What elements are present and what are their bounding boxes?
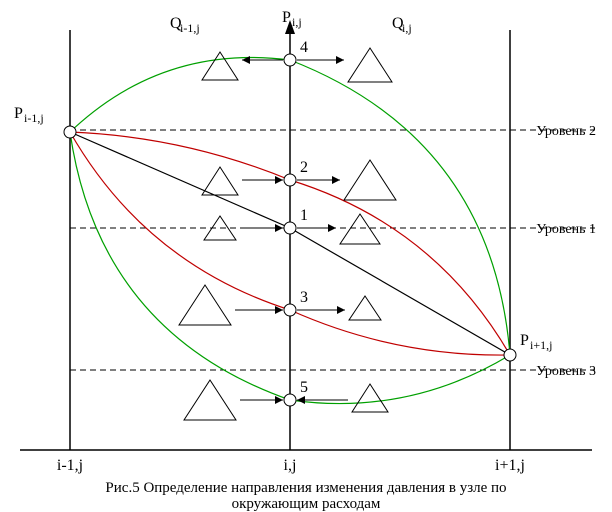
node: [64, 126, 76, 138]
level-2-label: Уровень 2: [536, 124, 596, 139]
caption-line1: Рис.5 Определение направления изменения …: [105, 480, 506, 496]
node-label: 4: [300, 39, 308, 56]
node-label: 1: [300, 207, 308, 224]
label-Qi-1j: Qi-1,j: [170, 15, 200, 35]
triangle: [202, 167, 238, 195]
node: [504, 349, 516, 361]
svg-text:i,j: i,j: [292, 15, 302, 29]
node-label: 2: [300, 159, 308, 176]
level-1-label: Уровень 1: [536, 222, 596, 237]
xtick-i: i,j: [284, 457, 297, 474]
caption-line2: окружающим расходам: [232, 496, 381, 512]
node: [284, 174, 296, 186]
node: [284, 222, 296, 234]
label-Pi-1j: Pi-1,j: [14, 105, 44, 125]
svg-text:P: P: [14, 105, 23, 122]
node-label: 3: [300, 289, 308, 306]
triangle: [348, 48, 392, 82]
label-Pij: Pi,j: [282, 9, 302, 29]
svg-text:i-1,j: i-1,j: [24, 111, 44, 125]
triangle: [349, 296, 381, 320]
level-3-label: Уровень 3: [536, 364, 596, 379]
label-Qij: Qi,j: [392, 15, 412, 35]
xtick-i-1: i-1,j: [57, 457, 83, 474]
svg-text:i,j: i,j: [402, 21, 412, 35]
node: [284, 304, 296, 316]
svg-text:P: P: [520, 332, 529, 349]
xtick-i+1: i+1,j: [495, 457, 525, 474]
label-Pi+1j: Pi+1,j: [520, 332, 552, 352]
triangle: [179, 285, 231, 325]
triangle: [352, 384, 388, 412]
triangle: [202, 52, 238, 80]
svg-text:P: P: [282, 9, 291, 26]
triangle: [344, 160, 396, 200]
triangle: [184, 380, 236, 420]
node: [284, 54, 296, 66]
triangle: [340, 214, 380, 244]
svg-text:i-1,j: i-1,j: [180, 21, 200, 35]
node: [284, 394, 296, 406]
node-label: 5: [300, 379, 308, 396]
svg-text:i+1,j: i+1,j: [530, 338, 552, 352]
